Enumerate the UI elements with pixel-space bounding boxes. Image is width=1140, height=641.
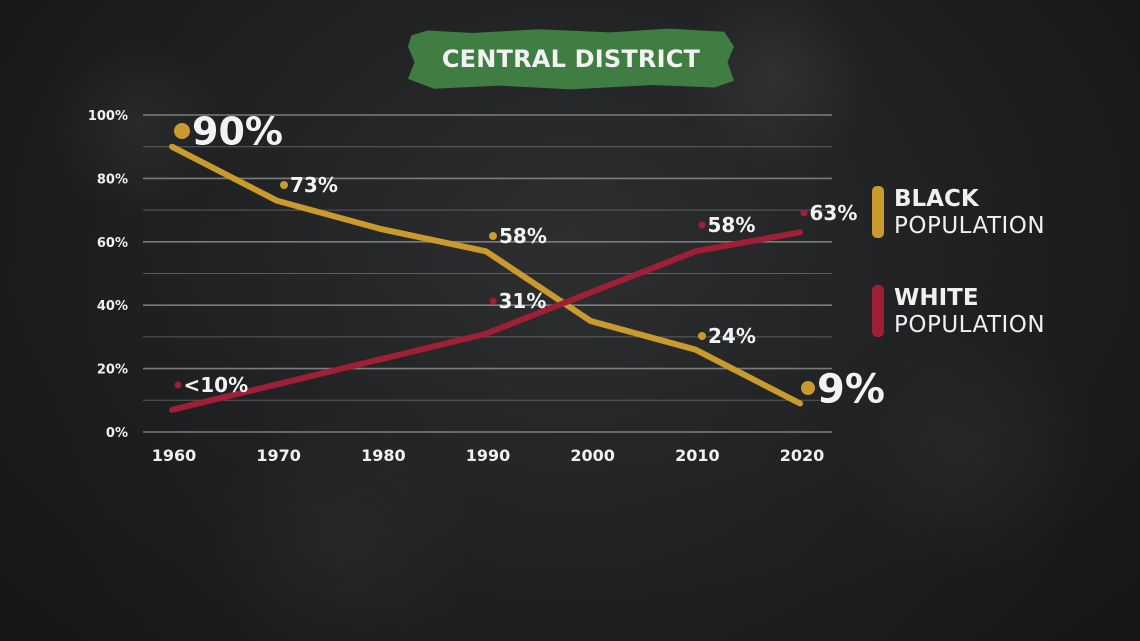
legend-swatch-black [872,186,884,238]
x-axis-tick-label: 2000 [570,446,615,465]
y-axis-tick-label: 80% [97,172,128,187]
title-banner [408,28,734,90]
data-label: 63% [810,201,858,225]
data-point-marker [280,181,288,189]
data-point-marker [698,332,706,340]
data-label: <10% [184,373,249,397]
white-population-line [169,229,803,413]
data-point-marker [489,232,497,240]
data-label: 24% [708,324,756,348]
legend-label-line1: BLACK [894,186,979,212]
black-population-line [169,143,803,407]
data-point-marker [801,381,815,395]
legend-label-line1: WHITE [894,285,979,311]
data-label: 58% [499,224,547,248]
chart-title: CENTRAL DISTRICT [441,45,701,73]
data-point-marker [174,381,182,389]
data-label: 31% [499,289,547,313]
x-axis-tick-label: 1970 [256,446,301,465]
legend-label-line2: POPULATION [894,213,1046,239]
data-point-marker [489,297,497,305]
data-label: 58% [708,213,756,237]
y-axis-tick-label: 60% [97,236,128,251]
data-label: 73% [290,173,338,197]
data-point-marker [174,123,190,139]
legend-swatch-white [872,285,884,337]
data-point-marker [800,209,808,217]
x-axis-tick-label: 1960 [152,446,197,465]
y-axis-tick-label: 40% [97,299,128,314]
y-axis-tick-label: 20% [97,363,128,378]
legend-label-line2: POPULATION [894,312,1046,338]
data-point-marker [698,221,706,229]
data-label: 9% [817,366,885,412]
y-axis-tick-label: 100% [88,109,128,124]
x-axis-tick-label: 2010 [675,446,720,465]
x-axis-tick-label: 2020 [780,446,825,465]
x-axis-tick-label: 1990 [466,446,511,465]
data-label: 90% [192,110,283,154]
y-axis-tick-label: 0% [106,426,128,441]
x-axis-tick-label: 1980 [361,446,406,465]
